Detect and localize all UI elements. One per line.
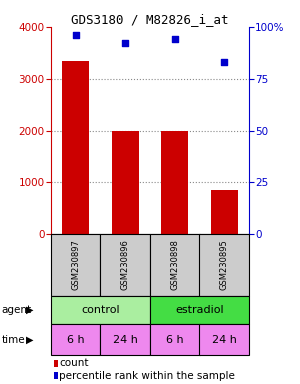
Text: count: count <box>59 358 89 368</box>
Point <box>172 36 177 42</box>
Text: percentile rank within the sample: percentile rank within the sample <box>59 371 235 381</box>
Text: GSM230898: GSM230898 <box>170 240 179 290</box>
Point <box>74 32 78 38</box>
Point <box>222 59 227 65</box>
Text: 24 h: 24 h <box>113 335 138 345</box>
Text: estradiol: estradiol <box>175 305 224 315</box>
Text: ▶: ▶ <box>26 305 33 315</box>
Bar <box>211 190 238 234</box>
Text: 6 h: 6 h <box>67 335 85 345</box>
Bar <box>112 131 139 234</box>
Bar <box>62 61 89 234</box>
Text: GSM230895: GSM230895 <box>220 240 229 290</box>
Text: 24 h: 24 h <box>212 335 237 345</box>
Text: 6 h: 6 h <box>166 335 184 345</box>
Text: ▶: ▶ <box>26 335 33 345</box>
Text: time: time <box>2 335 25 345</box>
Text: GSM230897: GSM230897 <box>71 240 80 290</box>
Text: GDS3180 / M82826_i_at: GDS3180 / M82826_i_at <box>71 13 229 26</box>
Point <box>123 40 128 46</box>
Text: agent: agent <box>2 305 31 315</box>
Text: control: control <box>81 305 120 315</box>
Text: GSM230896: GSM230896 <box>121 240 130 290</box>
Bar <box>161 131 188 234</box>
